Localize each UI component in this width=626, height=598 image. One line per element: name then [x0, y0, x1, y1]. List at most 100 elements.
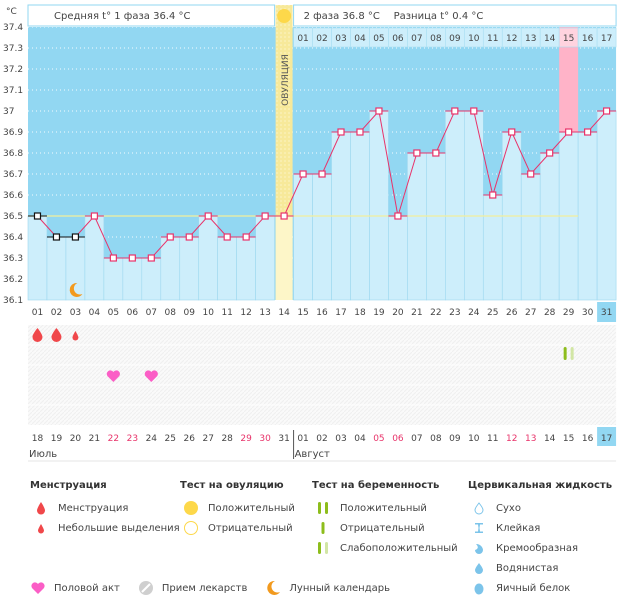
temperature-bar: [596, 110, 617, 301]
temperature-bar: [27, 215, 48, 301]
phase2-day-label: 13: [525, 34, 536, 44]
temperature-point: [470, 107, 478, 115]
calendar-date: 29: [240, 434, 252, 444]
legend-label: Отрицательный: [208, 522, 293, 534]
legend-item: Кремообразная: [468, 538, 612, 558]
x-tick-label: 02: [51, 308, 62, 318]
x-tick-label: 16: [316, 308, 328, 318]
temperature-point: [394, 212, 402, 220]
calendar-date: 28: [221, 434, 233, 444]
phase2-day-label: 09: [449, 34, 461, 44]
legend-other: Половой акт Прием лекарств Лунный календ…: [30, 580, 408, 596]
legend-item: Небольшие выделения: [30, 518, 180, 538]
temperature-point: [508, 128, 516, 136]
y-tick-label: 36.4: [3, 233, 23, 243]
ovulation-label: ОВУЛЯЦИЯ: [281, 54, 291, 106]
x-tick-label: 04: [89, 308, 101, 318]
phase2-day-label: 08: [430, 34, 442, 44]
calendar-date: 08: [430, 434, 442, 444]
phase2-day-label: 11: [487, 34, 498, 44]
calendar-date: 23: [127, 434, 138, 444]
y-tick-label: 37.1: [3, 86, 23, 96]
temperature-bar: [482, 194, 503, 301]
x-tick-label: 25: [487, 308, 498, 318]
temperature-point: [489, 191, 497, 199]
temperature-point: [375, 107, 383, 115]
temperature-bar: [426, 152, 446, 301]
x-tick-label: 24: [468, 308, 480, 318]
x-tick-label: 28: [544, 308, 556, 318]
x-tick-label: 11: [221, 308, 232, 318]
moon-icon: [265, 580, 281, 596]
temperature-bar: [388, 215, 408, 301]
legend-item: Клейкая: [468, 518, 612, 538]
legend-label: Клейкая: [496, 522, 541, 534]
legend-item: Прием лекарств: [138, 580, 247, 596]
calendar-date: 01: [297, 434, 308, 444]
calendar-date: 25: [165, 434, 176, 444]
calendar-date: 22: [108, 434, 119, 444]
phase2-day-label: 10: [468, 34, 480, 44]
highlight-column: [559, 27, 579, 132]
bbt-chart: °C ОВУЛЯЦИЯ Средняя t° 1 фаза 36.4 °C 2 ф…: [3, 4, 617, 462]
blood-drop-icon: [30, 501, 52, 515]
legend-label: Слабоположительный: [340, 542, 458, 554]
temperature-bar: [217, 236, 237, 301]
phase2-day-label: 04: [354, 34, 366, 44]
heart-icon: [144, 370, 158, 382]
legend-item: Сухо: [468, 498, 612, 518]
temperature-point: [299, 170, 307, 178]
creamy-icon: [468, 541, 490, 555]
phase2-day-label: 06: [392, 34, 404, 44]
calendar-date: 26: [184, 434, 196, 444]
temperature-point: [90, 212, 98, 220]
legend-label: Положительный: [208, 502, 295, 514]
legend-title: Менструация: [30, 480, 107, 491]
sticky-icon: [468, 521, 490, 535]
x-tick-label: 20: [392, 308, 404, 318]
legend-label: Половой акт: [54, 582, 120, 594]
x-tick-label: 26: [506, 308, 518, 318]
legend-label: Положительный: [340, 502, 427, 514]
unit-label: °C: [6, 7, 17, 17]
calendar-date: 09: [449, 434, 461, 444]
legend-ovulation-test: Тест на овуляцию Положительный Отрицател…: [180, 480, 295, 538]
calendar-date: 18: [32, 434, 44, 444]
phase2-day-label: 07: [411, 34, 422, 44]
temperature-bar: [445, 110, 465, 301]
x-tick-label: 08: [165, 308, 177, 318]
watery-icon: [468, 561, 490, 575]
x-tick-label: 27: [525, 308, 536, 318]
phase2-day-label: 12: [506, 34, 517, 44]
temperature-difference: Разница t° 0.4 °C: [394, 11, 484, 22]
pregnancy-test-icon: [563, 347, 567, 360]
legend-label: Водянистая: [496, 562, 559, 574]
temperature-bar: [369, 110, 389, 301]
temperature-point: [602, 107, 611, 115]
calendar-date: 12: [506, 434, 517, 444]
legend-item: Отрицательный: [312, 518, 458, 538]
temperature-point: [280, 212, 288, 220]
temperature-bar: [520, 173, 541, 301]
calendar-date: 17: [601, 434, 612, 444]
phase2-day-label: 03: [335, 34, 346, 44]
temperature-point: [261, 212, 269, 220]
temperature-point: [147, 254, 155, 262]
temperature-point: [242, 233, 250, 241]
temperature-point: [204, 212, 212, 220]
temperature-bar: [312, 173, 332, 301]
x-tick-label: 06: [127, 308, 139, 318]
x-tick-label: 05: [108, 308, 119, 318]
legend-label: Небольшие выделения: [58, 522, 180, 534]
phase2-day-label: 15: [563, 34, 574, 44]
y-tick-label: 36.1: [3, 296, 23, 306]
pregnancy-negative-icon: [312, 521, 334, 535]
calendar-date: 19: [51, 434, 63, 444]
negative-ovulation-icon: [180, 520, 202, 536]
temperature-point: [584, 128, 592, 136]
x-tick-label: 21: [411, 308, 422, 318]
temperature-point: [166, 233, 174, 241]
y-tick-label: 37.2: [3, 65, 23, 75]
temperature-point: [413, 149, 421, 157]
phase2-average: 2 фаза 36.8 °C: [304, 11, 380, 22]
